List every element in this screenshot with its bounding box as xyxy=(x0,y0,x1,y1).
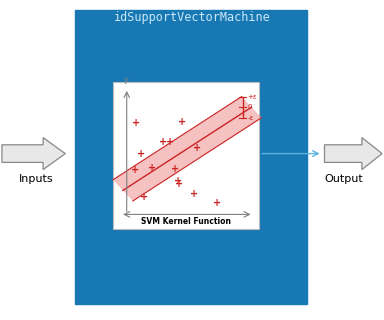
Text: +: + xyxy=(174,176,183,186)
Text: +: + xyxy=(137,149,145,159)
Polygon shape xyxy=(2,138,65,170)
FancyBboxPatch shape xyxy=(75,10,307,304)
Text: +: + xyxy=(147,163,156,173)
Polygon shape xyxy=(324,138,382,170)
Text: +: + xyxy=(166,137,174,147)
Text: 0: 0 xyxy=(247,104,252,110)
Text: +: + xyxy=(178,116,187,126)
Text: +ε: +ε xyxy=(247,93,257,100)
Text: +: + xyxy=(131,165,139,175)
FancyBboxPatch shape xyxy=(113,82,259,229)
Text: idSupportVectorMachine: idSupportVectorMachine xyxy=(114,11,270,24)
Text: +: + xyxy=(171,164,179,174)
Text: +: + xyxy=(190,188,198,199)
Text: +: + xyxy=(175,180,183,189)
Polygon shape xyxy=(113,97,262,201)
Text: +: + xyxy=(159,137,167,148)
Text: y: y xyxy=(124,75,129,84)
Text: Inputs: Inputs xyxy=(19,174,54,184)
Text: Output: Output xyxy=(324,174,363,184)
Text: +: + xyxy=(132,118,141,128)
Text: +: + xyxy=(193,143,201,153)
Text: +: + xyxy=(213,198,221,208)
Text: -ε: -ε xyxy=(247,115,254,121)
Text: SVM Kernel Function: SVM Kernel Function xyxy=(141,217,231,226)
Text: +: + xyxy=(140,192,148,202)
